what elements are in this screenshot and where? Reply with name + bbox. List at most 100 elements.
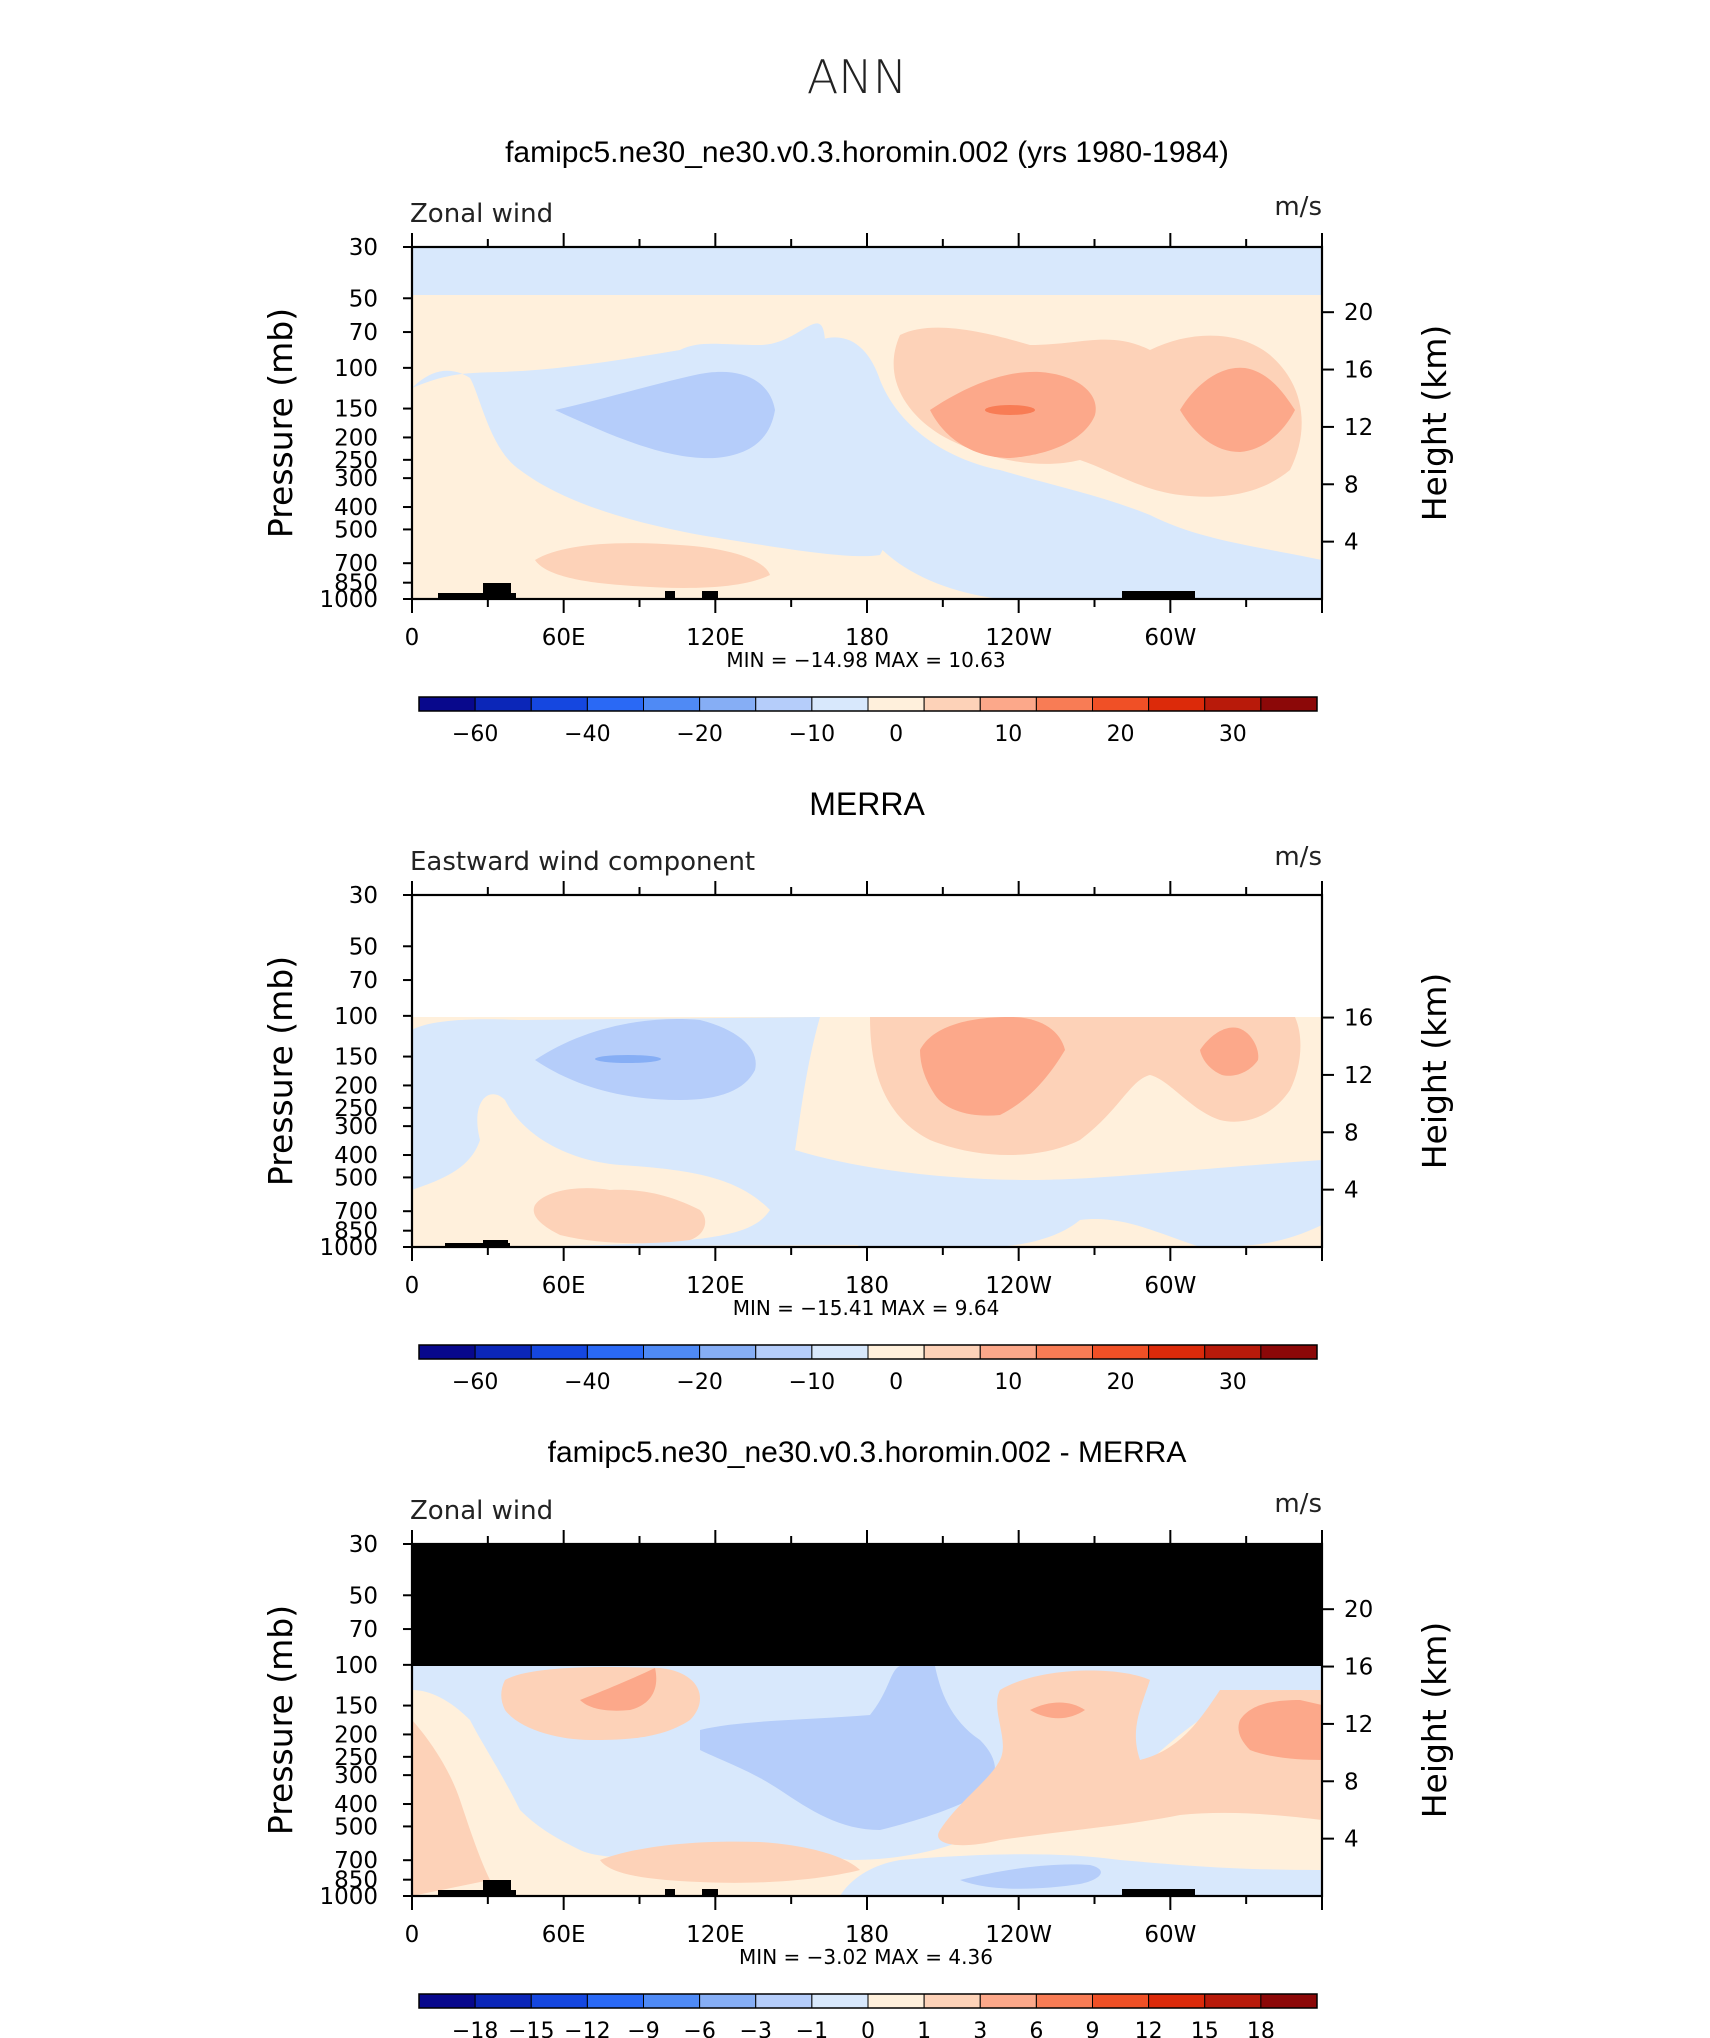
colorbar-label: −40 (564, 722, 610, 747)
colorbar-swatch (811, 696, 869, 712)
colorbar-swatch (755, 1344, 813, 1360)
colorbar-swatch (1260, 1344, 1318, 1360)
y-axis-label: Pressure (mb) (261, 308, 300, 538)
min-max-stats: MIN = −14.98 MAX = 10.63 (726, 648, 1005, 672)
colorbar-label: 3 (973, 2019, 987, 2038)
colorbar-label: 0 (889, 1370, 903, 1395)
topography (483, 583, 511, 595)
missing-data-region (412, 1544, 1322, 1666)
colorbar-swatch (643, 1993, 701, 2009)
colorbar-swatch (1260, 696, 1318, 712)
difference-positive-right (938, 1670, 1322, 1846)
y-tick-label: 30 (349, 1532, 378, 1558)
x-tick-label: 60W (1144, 1922, 1196, 1948)
colorbar-swatch (699, 1344, 757, 1360)
difference-lowlevel-negative (960, 1864, 1101, 1889)
colorbar-swatch (1260, 1993, 1318, 2009)
y-axis-label: Pressure (mb) (261, 956, 300, 1186)
topography (1122, 1889, 1195, 1896)
y-tick-label: 850 (334, 571, 378, 597)
y-tick-label: 400 (334, 495, 378, 521)
panel-title: famipc5.ne30_ne30.v0.3.horomin.002 (yrs … (505, 136, 1229, 169)
colorbar-swatch (530, 1993, 588, 2009)
colorbar-swatch (1035, 696, 1093, 712)
westerly-core-1 (920, 1017, 1065, 1116)
x-tick-label: 120E (686, 1922, 744, 1948)
x-tick-label: 120W (985, 625, 1052, 651)
colorbar-swatch (586, 1344, 644, 1360)
y-tick-label: 200 (334, 1722, 378, 1748)
colorbar-label: 20 (1107, 1370, 1135, 1395)
colorbar-label: 0 (889, 722, 903, 747)
height-tick-label: 8 (1344, 1120, 1359, 1146)
colorbar-label: 30 (1219, 1370, 1247, 1395)
colorbar-label: −6 (683, 2019, 715, 2038)
colorbar-border (418, 1993, 1318, 2009)
colorbar-swatch (923, 1993, 981, 2009)
colorbar-label: −1 (796, 2019, 828, 2038)
x-tick-label: 120W (985, 1273, 1052, 1299)
topography (438, 1890, 516, 1896)
x-tick-label: 0 (405, 1273, 420, 1299)
westerly-max (985, 405, 1035, 415)
colorbar-border (418, 696, 1318, 712)
westerly-core-2 (1180, 367, 1295, 452)
y-axis-label-right: Height (km) (1415, 325, 1454, 522)
units-label: m/s (1274, 1489, 1322, 1519)
colorbar-label: 12 (1135, 2019, 1163, 2038)
stratosphere-easterlies (412, 247, 1322, 295)
axes-panel-1: 3050701001502002503004005007008501000201… (261, 233, 1454, 747)
x-tick-label: 180 (845, 625, 889, 651)
topography (483, 1240, 508, 1247)
contour-field (412, 247, 1322, 599)
x-tick-label: 120W (985, 1922, 1052, 1948)
y-tick-label: 150 (334, 1045, 378, 1071)
colorbar-swatch (867, 696, 925, 712)
y-tick-label: 700 (334, 551, 378, 577)
colorbar-swatch (418, 1993, 476, 2009)
colorbar-swatch (1092, 696, 1150, 712)
topography (665, 591, 675, 599)
colorbar-label: −10 (789, 1370, 835, 1395)
colorbar-label: −9 (627, 2019, 659, 2038)
height-tick-label: 12 (1344, 1063, 1373, 1089)
height-tick-label: 20 (1344, 1597, 1373, 1623)
x-tick-label: 60E (542, 625, 586, 651)
colorbar-label: 30 (1219, 722, 1247, 747)
colorbar-swatch (643, 696, 701, 712)
colorbar-label: 9 (1086, 2019, 1100, 2038)
colorbar-swatch (867, 1344, 925, 1360)
colorbar-label: 10 (994, 1370, 1022, 1395)
height-tick-label: 4 (1344, 1178, 1359, 1204)
height-tick-label: 8 (1344, 472, 1359, 498)
colorbar-label: −60 (452, 722, 498, 747)
height-tick-label: 12 (1344, 1712, 1373, 1738)
x-tick-label: 60W (1144, 1273, 1196, 1299)
height-tick-label: 16 (1344, 1006, 1373, 1032)
colorbar-swatch (474, 1344, 532, 1360)
colorbar-swatch (1035, 1993, 1093, 2009)
min-max-stats: MIN = −15.41 MAX = 9.64 (733, 1296, 1000, 1320)
x-tick-label: 120E (686, 1273, 744, 1299)
colorbar-swatch (586, 696, 644, 712)
missing-data-region (412, 895, 1322, 1017)
colorbar-swatch (1148, 696, 1206, 712)
colorbar-swatch (755, 696, 813, 712)
colorbar-label: 1 (917, 2019, 931, 2038)
x-tick-label: 0 (405, 625, 420, 651)
variable-label: Zonal wind (410, 199, 553, 229)
colorbar-swatch (1035, 1344, 1093, 1360)
topography (1122, 591, 1195, 599)
height-tick-label: 20 (1344, 300, 1373, 326)
colorbar-label: −10 (789, 722, 835, 747)
y-tick-label: 200 (334, 1073, 378, 1099)
y-tick-label: 250 (334, 448, 378, 474)
y-tick-label: 400 (334, 1143, 378, 1169)
colorbar-swatch (699, 1993, 757, 2009)
x-tick-label: 60E (542, 1273, 586, 1299)
colorbar-swatch (699, 696, 757, 712)
x-tick-label: 0 (405, 1922, 420, 1948)
units-label: m/s (1274, 842, 1322, 872)
height-tick-label: 12 (1344, 415, 1373, 441)
